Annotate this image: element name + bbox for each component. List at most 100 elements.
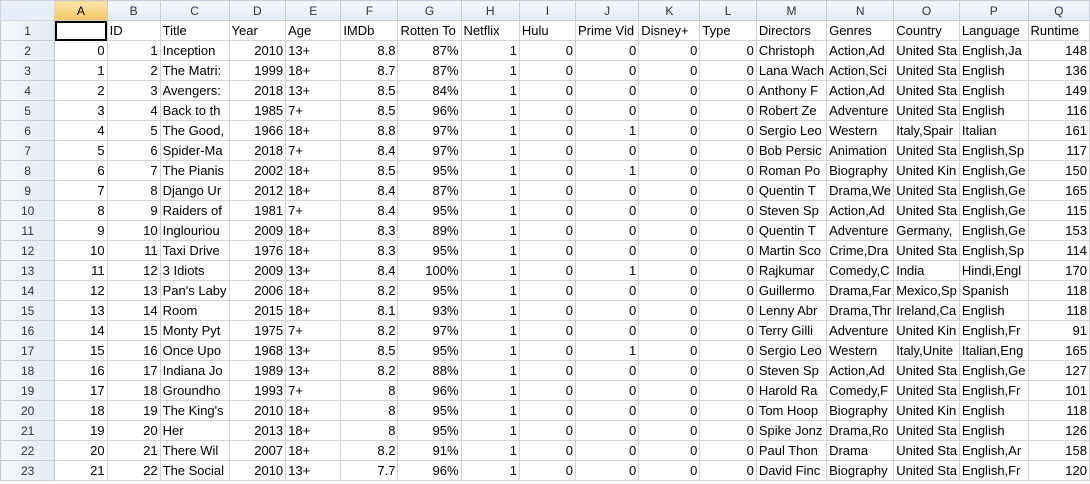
grid-cell[interactable]: 165	[1027, 340, 1090, 361]
grid-cell[interactable]: 0	[518, 220, 576, 241]
grid-cell[interactable]: 95%	[397, 400, 462, 421]
grid-cell[interactable]: 0	[699, 220, 757, 241]
grid-cell[interactable]: English,Ge	[958, 220, 1029, 241]
grid-cell[interactable]: 15	[106, 320, 161, 341]
row-header-21[interactable]: 21	[0, 420, 56, 441]
grid-cell[interactable]: Adventure	[826, 320, 895, 341]
grid-cell[interactable]: 2018	[228, 80, 287, 101]
grid-cell[interactable]: 17	[106, 360, 161, 381]
grid-cell[interactable]: United Sta	[893, 140, 960, 161]
grid-cell[interactable]: 136	[1027, 60, 1090, 81]
grid-cell[interactable]: 6	[106, 140, 161, 161]
grid-cell[interactable]: 8	[106, 180, 161, 201]
grid-cell[interactable]: 148	[1027, 40, 1090, 61]
grid-cell[interactable]: Robert Ze	[755, 100, 828, 121]
grid-cell[interactable]: 0	[638, 280, 701, 301]
grid-cell[interactable]: 0	[699, 320, 757, 341]
grid-cell[interactable]: 16	[54, 360, 108, 381]
grid-cell[interactable]: 0	[638, 400, 701, 421]
grid-cell[interactable]: Drama,Far	[826, 280, 895, 301]
grid-cell[interactable]: 114	[1027, 240, 1090, 261]
grid-cell[interactable]: 0	[699, 280, 757, 301]
grid-cell[interactable]: 3	[106, 80, 161, 101]
grid-cell[interactable]: Action,Sci	[826, 60, 895, 81]
grid-cell[interactable]: 95%	[397, 420, 462, 441]
grid-cell[interactable]: 2	[54, 80, 108, 101]
grid-cell[interactable]: 18+	[285, 160, 342, 181]
grid-cell[interactable]: Raiders of	[159, 200, 230, 221]
grid-cell[interactable]: 7	[54, 180, 108, 201]
grid-cell[interactable]: 1	[460, 180, 520, 201]
grid-cell[interactable]: 12	[106, 260, 161, 281]
grid-cell[interactable]: 13+	[285, 360, 342, 381]
grid-cell[interactable]: 0	[518, 440, 576, 461]
grid-cell[interactable]: 1	[460, 280, 520, 301]
grid-cell[interactable]: Steven Sp	[755, 200, 828, 221]
grid-cell[interactable]: Sergio Leo	[755, 120, 828, 141]
grid-cell[interactable]: 0	[518, 400, 576, 421]
grid-cell[interactable]: 0	[638, 440, 701, 461]
grid-cell[interactable]: 0	[54, 40, 108, 61]
grid-cell[interactable]: English	[958, 400, 1029, 421]
row-header-18[interactable]: 18	[0, 360, 56, 381]
grid-cell[interactable]: United Sta	[893, 180, 960, 201]
grid-cell[interactable]: United Kin	[893, 160, 960, 181]
grid-cell[interactable]: Mexico,Sp	[893, 280, 960, 301]
grid-cell[interactable]: Sergio Leo	[755, 340, 828, 361]
grid-cell[interactable]: 1985	[228, 100, 287, 121]
grid-cell[interactable]: 13+	[285, 340, 342, 361]
grid-cell[interactable]: 0	[699, 420, 757, 441]
grid-cell[interactable]: 18+	[285, 240, 342, 261]
grid-cell[interactable]: 19	[106, 400, 161, 421]
grid-cell[interactable]: Action,Ad	[826, 80, 895, 101]
grid-cell[interactable]: 95%	[397, 280, 462, 301]
grid-cell[interactable]: 8.8	[340, 40, 399, 61]
grid-cell[interactable]: Quentin T	[755, 220, 828, 241]
grid-cell[interactable]: 0	[638, 460, 701, 481]
grid-cell[interactable]: Hindi,Engl	[958, 260, 1029, 281]
grid-cell[interactable]: 120	[1027, 460, 1090, 481]
grid-cell[interactable]: Lana Wach	[755, 60, 828, 81]
grid-cell[interactable]: 0	[574, 140, 640, 161]
grid-cell[interactable]: 11	[106, 240, 161, 261]
grid-cell[interactable]: 20	[54, 440, 108, 461]
grid-cell[interactable]: 13+	[285, 460, 342, 481]
grid-cell[interactable]: Groundho	[159, 380, 230, 401]
grid-cell[interactable]: 95%	[397, 200, 462, 221]
grid-cell[interactable]: 7+	[285, 200, 342, 221]
grid-cell[interactable]: English	[958, 420, 1029, 441]
grid-cell[interactable]: 0	[518, 60, 576, 81]
column-header-e[interactable]: E	[285, 0, 342, 21]
grid-cell[interactable]: 21	[106, 440, 161, 461]
grid-cell[interactable]: 118	[1027, 280, 1090, 301]
row-header-3[interactable]: 3	[0, 60, 56, 81]
grid-cell[interactable]: 1976	[228, 240, 287, 261]
grid-cell[interactable]: 3	[54, 100, 108, 121]
grid-cell[interactable]: 1966	[228, 120, 287, 141]
grid-cell[interactable]: 0	[574, 320, 640, 341]
grid-cell[interactable]: 0	[699, 100, 757, 121]
grid-cell[interactable]: 118	[1027, 300, 1090, 321]
column-title-cell[interactable]: Runtime	[1027, 20, 1090, 41]
grid-cell[interactable]: Pan's Laby	[159, 280, 230, 301]
column-title-cell[interactable]: Directors	[755, 20, 828, 41]
grid-cell[interactable]: 13	[106, 280, 161, 301]
grid-cell[interactable]: Anthony F	[755, 80, 828, 101]
grid-cell[interactable]: United Sta	[893, 40, 960, 61]
grid-cell[interactable]: 0	[699, 40, 757, 61]
grid-cell[interactable]: The Social	[159, 460, 230, 481]
column-header-d[interactable]: D	[228, 0, 287, 21]
grid-cell[interactable]: 8.2	[340, 360, 399, 381]
grid-cell[interactable]: 0	[518, 300, 576, 321]
grid-cell[interactable]: United Sta	[893, 440, 960, 461]
grid-cell[interactable]: 0	[638, 160, 701, 181]
grid-cell[interactable]: 0	[638, 260, 701, 281]
grid-cell[interactable]: 8.4	[340, 200, 399, 221]
grid-cell[interactable]: English,Sp	[958, 140, 1029, 161]
grid-cell[interactable]: English	[958, 80, 1029, 101]
grid-cell[interactable]: Her	[159, 420, 230, 441]
grid-cell[interactable]: 0	[518, 120, 576, 141]
grid-cell[interactable]: 13	[54, 300, 108, 321]
grid-cell[interactable]: 101	[1027, 380, 1090, 401]
row-header-15[interactable]: 15	[0, 300, 56, 321]
